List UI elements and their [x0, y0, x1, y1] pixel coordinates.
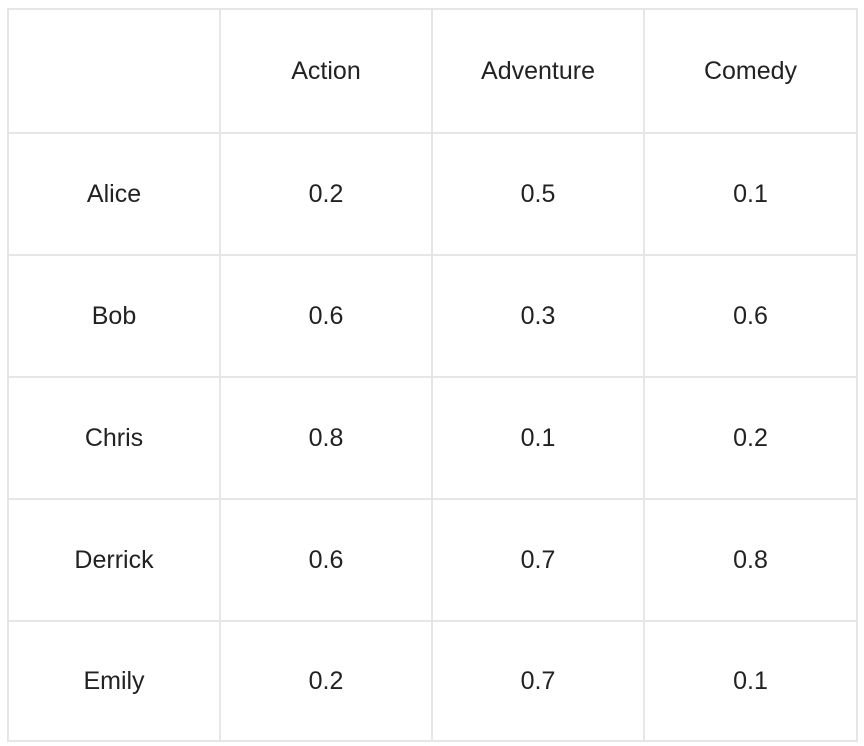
column-header-comedy: Comedy — [643, 8, 858, 134]
row-header: Alice — [7, 132, 221, 256]
table-row: Emily 0.2 0.7 0.1 — [7, 620, 858, 742]
table-cell: 0.8 — [219, 376, 433, 500]
table-row: Alice 0.2 0.5 0.1 — [7, 132, 858, 256]
table-cell: 0.6 — [643, 254, 858, 378]
column-header-adventure: Adventure — [431, 8, 645, 134]
table-cell: 0.6 — [219, 498, 433, 622]
table-header-row: Action Adventure Comedy — [7, 8, 858, 134]
table-cell: 0.7 — [431, 620, 645, 742]
table-cell: 0.1 — [643, 132, 858, 256]
row-header: Derrick — [7, 498, 221, 622]
corner-cell — [7, 8, 221, 134]
table-cell: 0.8 — [643, 498, 858, 622]
table-row: Chris 0.8 0.1 0.2 — [7, 376, 858, 500]
row-header: Emily — [7, 620, 221, 742]
row-header: Chris — [7, 376, 221, 500]
table-row: Bob 0.6 0.3 0.6 — [7, 254, 858, 378]
table-cell: 0.1 — [643, 620, 858, 742]
row-header: Bob — [7, 254, 221, 378]
table-cell: 0.2 — [643, 376, 858, 500]
table-row: Derrick 0.6 0.7 0.8 — [7, 498, 858, 622]
column-header-action: Action — [219, 8, 433, 134]
genre-preference-table: Action Adventure Comedy Alice 0.2 0.5 0.… — [7, 8, 858, 742]
table-cell: 0.6 — [219, 254, 433, 378]
table-cell: 0.7 — [431, 498, 645, 622]
table-cell: 0.2 — [219, 132, 433, 256]
table-cell: 0.2 — [219, 620, 433, 742]
table-cell: 0.5 — [431, 132, 645, 256]
table-cell: 0.3 — [431, 254, 645, 378]
table-cell: 0.1 — [431, 376, 645, 500]
